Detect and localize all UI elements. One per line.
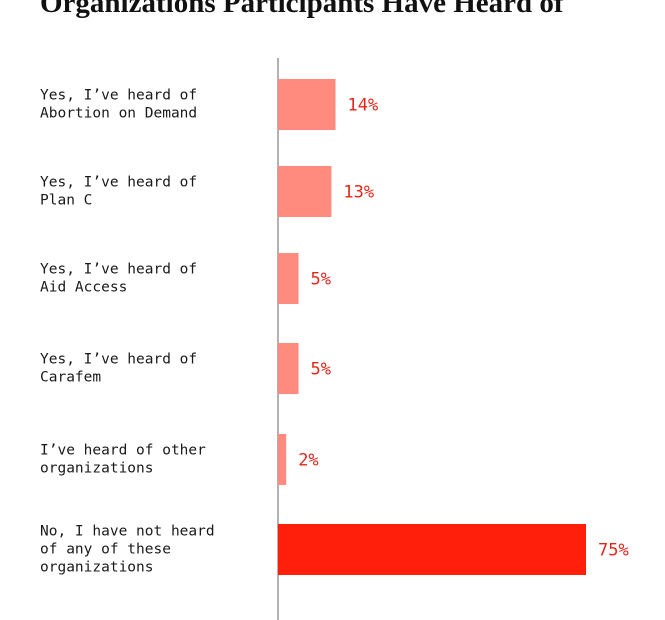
value-label-4: 5% bbox=[311, 360, 331, 380]
category-label-2-line-1: Yes, I’ve heard of bbox=[40, 175, 197, 191]
bar-3 bbox=[278, 253, 299, 304]
bar-5 bbox=[278, 434, 287, 485]
category-label-5-line-1: I’ve heard of other bbox=[40, 443, 206, 459]
category-label-6-line-3: organizations bbox=[40, 560, 154, 576]
category-label-4-line-1: Yes, I’ve heard of bbox=[40, 352, 197, 368]
value-label-5: 2% bbox=[298, 451, 318, 471]
value-label-3: 5% bbox=[311, 270, 331, 290]
category-label-6-line-2: of any of these bbox=[40, 542, 171, 558]
category-label-4-line-2: Carafem bbox=[40, 370, 101, 386]
category-label-6-line-1: No, I have not heard bbox=[40, 524, 215, 540]
bar-6 bbox=[278, 524, 586, 575]
chart-title: Organizations Participants Have Heard of bbox=[40, 0, 564, 19]
category-label-3-line-1: Yes, I’ve heard of bbox=[40, 262, 197, 278]
bars-layer bbox=[278, 79, 586, 575]
category-label-1-line-2: Abortion on Demand bbox=[40, 106, 197, 122]
bar-4 bbox=[278, 343, 299, 394]
labels-layer: 14% Yes, I’ve heard of Abortion on Demand 1… bbox=[40, 88, 629, 576]
category-label-5-line-2: organizations bbox=[40, 461, 154, 477]
value-label-6: 75% bbox=[598, 541, 629, 561]
category-label-1-line-1: Yes, I’ve heard of bbox=[40, 88, 197, 104]
value-label-1: 14% bbox=[348, 96, 379, 116]
bar-1 bbox=[278, 79, 336, 130]
bar-2 bbox=[278, 166, 332, 217]
category-label-3-line-2: Aid Access bbox=[40, 280, 127, 296]
value-label-2: 13% bbox=[343, 183, 374, 203]
category-label-2-line-2: Plan C bbox=[40, 193, 92, 209]
